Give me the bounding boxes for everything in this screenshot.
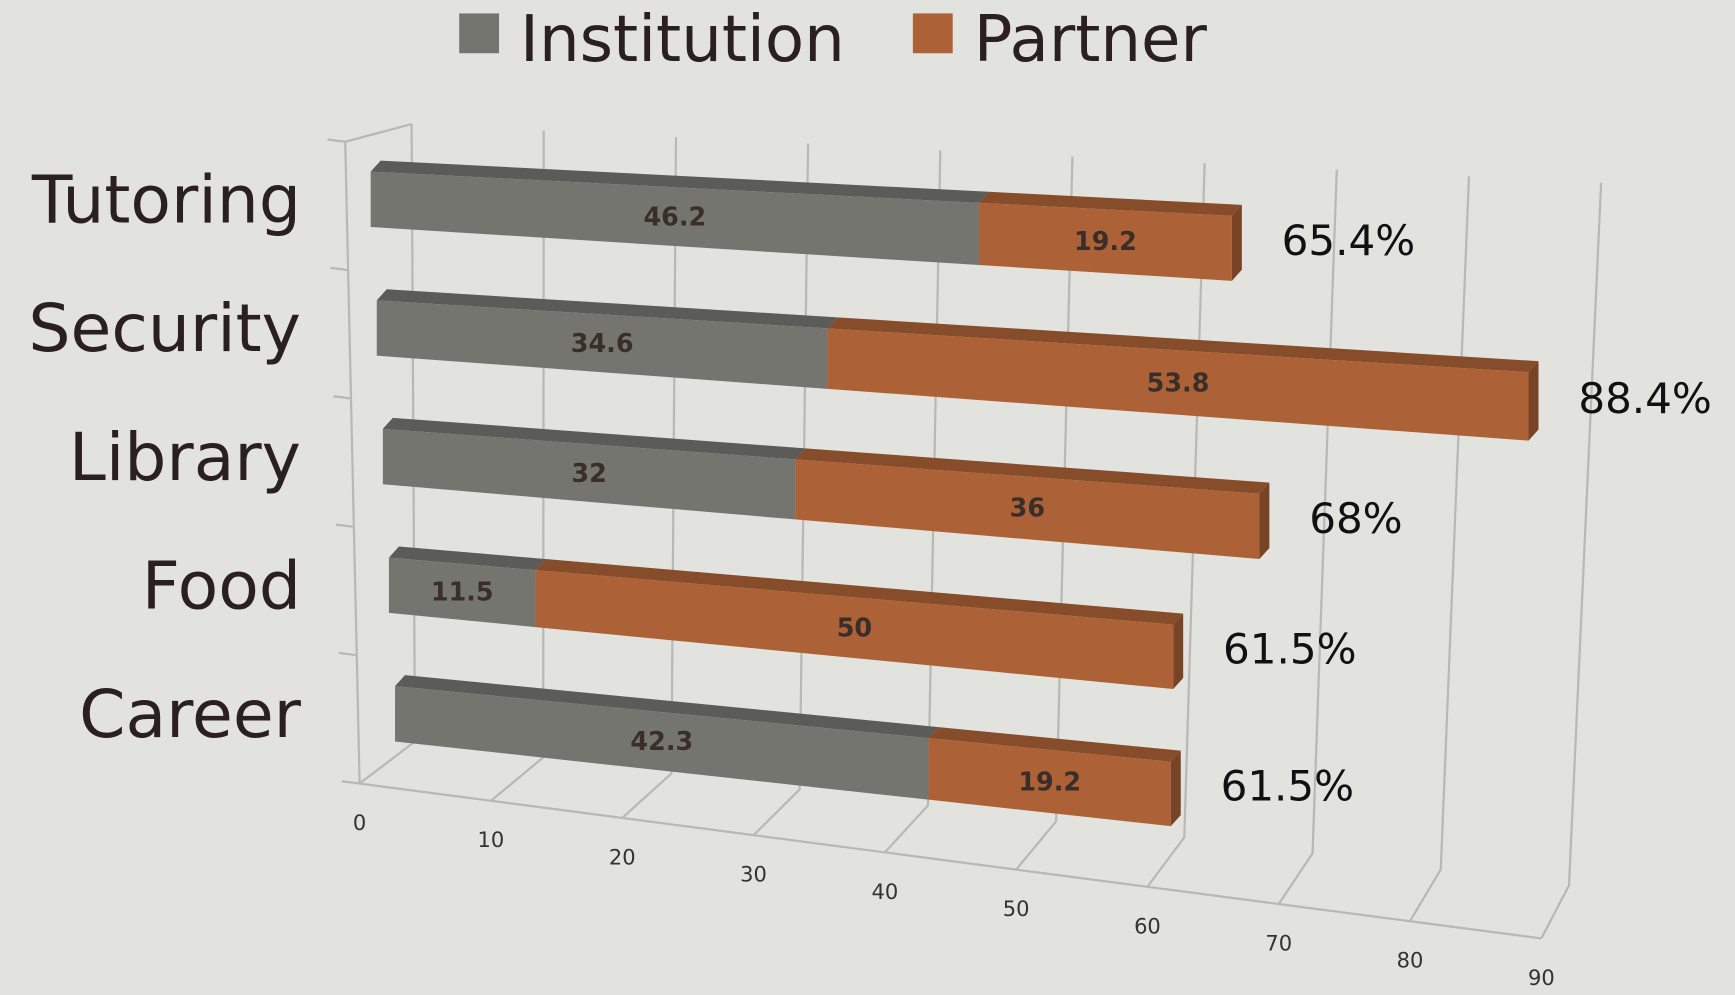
x-tick-label: 70 (1265, 930, 1292, 955)
bar-front (535, 570, 1174, 690)
value-label: 53.8 (1147, 367, 1210, 397)
value-label: 46.2 (643, 201, 706, 231)
bar-segment (928, 727, 1181, 827)
bar-segment (388, 546, 546, 628)
total-label: 88.4% (1578, 374, 1712, 423)
bar-top (827, 317, 1539, 373)
bar-top (388, 546, 546, 571)
bar-top (376, 289, 838, 329)
bar-front (795, 459, 1260, 560)
bar-top (928, 727, 1181, 762)
x-tick-label: 50 (1003, 896, 1030, 921)
value-label: 42.3 (630, 726, 693, 756)
total-label: 65.4% (1282, 216, 1416, 265)
bar-front (370, 171, 980, 266)
value-label: 11.5 (431, 577, 494, 607)
bar-end (1173, 613, 1184, 690)
legend-swatch (912, 13, 953, 54)
bar-segment (979, 191, 1242, 281)
left-wall-tick (336, 523, 354, 528)
legend-label: Institution (520, 2, 845, 77)
category-label: Career (79, 675, 302, 753)
category-label: Tutoring (31, 161, 301, 239)
total-label: 61.5% (1223, 624, 1357, 673)
bar-end (1528, 361, 1539, 441)
category-label: Library (69, 418, 301, 496)
bar-front (376, 300, 828, 389)
bar-segment (370, 160, 989, 266)
bar-end (1231, 204, 1242, 281)
value-label: 32 (571, 458, 606, 488)
bar-segment (382, 417, 806, 520)
bar-top (395, 675, 939, 739)
left-wall-tick (338, 651, 357, 657)
category-label: Security (28, 289, 301, 367)
left-wall-tick (330, 266, 349, 272)
bar-end (1259, 482, 1270, 560)
x-tick-label: 40 (871, 879, 898, 904)
bar-segment (535, 559, 1184, 690)
bar-front (382, 428, 796, 520)
bar-top (382, 417, 806, 460)
value-label: 34.6 (571, 328, 634, 358)
x-tick-label: 90 (1528, 965, 1555, 990)
x-tick-label: 80 (1397, 948, 1424, 973)
left-wall-tick (333, 395, 352, 400)
x-tick-label: 20 (609, 844, 636, 869)
left-wall-tick (327, 138, 346, 143)
bar-top (795, 448, 1270, 494)
left-wall-tick (341, 780, 360, 785)
x-tick-label: 60 (1134, 913, 1161, 938)
category-label: Food (142, 546, 301, 624)
left-wall (344, 122, 1542, 940)
bar-top (535, 559, 1184, 625)
value-label: 36 (1010, 493, 1045, 523)
x-tick-label: 10 (478, 827, 505, 852)
grid-line (1540, 182, 1603, 939)
bar-segment (795, 448, 1270, 560)
legend-label: Partner (974, 2, 1208, 77)
value-label: 19.2 (1074, 226, 1137, 256)
bar-end (1170, 750, 1181, 827)
bar-top (370, 160, 989, 203)
bar-front (827, 328, 1529, 441)
bar-front (928, 738, 1171, 827)
bar-segment (376, 289, 838, 389)
bar-segment (827, 317, 1539, 441)
legend-swatch (459, 13, 500, 54)
bar-front (388, 557, 536, 628)
value-label: 50 (837, 613, 872, 643)
x-tick-label: 0 (353, 810, 366, 835)
bar-segment (395, 675, 939, 800)
x-tick-label: 30 (740, 862, 767, 887)
bar-front (979, 202, 1232, 281)
value-label: 19.2 (1018, 766, 1081, 796)
total-label: 61.5% (1221, 762, 1355, 811)
bar-top (979, 191, 1242, 216)
bar-front (395, 686, 929, 800)
total-label: 68% (1309, 494, 1402, 543)
